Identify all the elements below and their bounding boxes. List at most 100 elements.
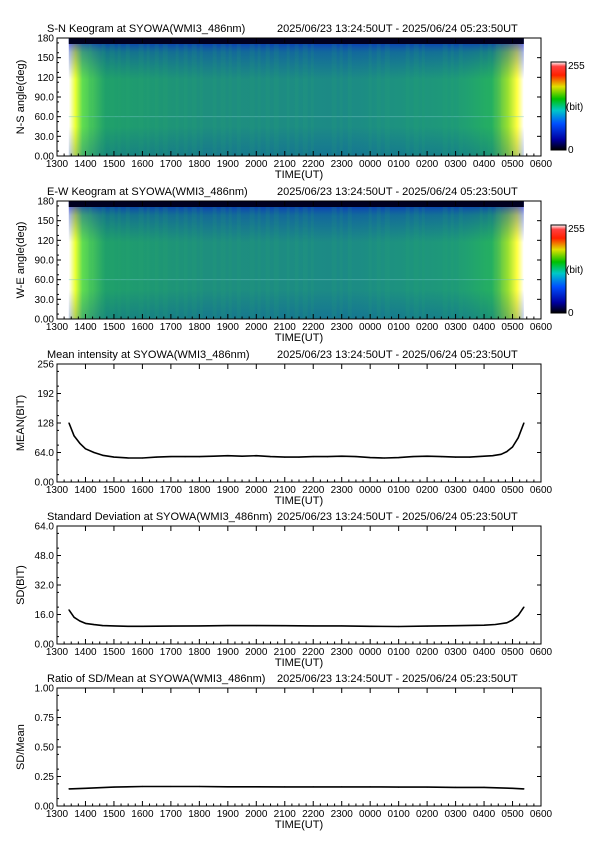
y-tick-label: 192	[37, 389, 54, 400]
x-axis-label: TIME(UT)	[275, 332, 323, 344]
x-tick-label: 1700	[160, 809, 183, 820]
keogram-streak	[249, 207, 255, 319]
keogram-streak	[286, 207, 290, 319]
data-point	[284, 786, 286, 788]
keogram-streak	[249, 44, 255, 156]
keogram-streak	[175, 44, 179, 156]
x-tick-label: 1300	[46, 809, 69, 820]
y-tick-label: 64.0	[35, 448, 55, 459]
x-tick-label: 1800	[188, 647, 211, 658]
colorbar-min-label: 0	[568, 145, 574, 156]
plot-frame	[56, 687, 542, 807]
y-tick-label: 256	[37, 360, 54, 371]
x-tick-label: 0000	[359, 647, 382, 658]
keogram-streak	[368, 44, 372, 156]
y-tick-label: 150	[37, 53, 54, 64]
x-tick-label: 0600	[530, 647, 553, 658]
x-tick-label: 1400	[74, 647, 97, 658]
x-tick-label: 1600	[131, 809, 154, 820]
x-tick-label: 0000	[359, 322, 382, 333]
keogram-streak	[191, 44, 197, 156]
data-point	[483, 786, 485, 788]
data-point	[68, 609, 70, 611]
data-point	[492, 455, 494, 457]
y-tick-label: 120	[37, 236, 54, 247]
x-tick-label: 0200	[416, 322, 439, 333]
keogram-streak	[294, 44, 299, 156]
keogram-streak	[339, 207, 343, 319]
keogram-streak	[421, 207, 425, 319]
keogram-streak	[450, 44, 454, 156]
data-point	[68, 422, 70, 424]
x-tick-label: 1600	[131, 485, 154, 496]
data-point	[369, 456, 371, 459]
keogram-streak	[154, 44, 159, 156]
data-point	[170, 785, 172, 788]
keogram-streak	[212, 207, 217, 319]
data-point	[113, 625, 115, 627]
keogram-streak	[199, 44, 203, 156]
x-tick-label: 2200	[302, 485, 325, 496]
data-point	[101, 624, 104, 627]
data-point	[284, 456, 286, 458]
x-tick-label: 0300	[444, 809, 467, 820]
x-tick-label: 2100	[274, 809, 297, 820]
keogram-streak	[146, 207, 150, 319]
data-point	[494, 623, 497, 626]
keogram-top-band	[68, 201, 524, 207]
data-point	[73, 616, 75, 618]
data-point	[73, 435, 75, 437]
x-tick-label: 1500	[103, 485, 126, 496]
data-point	[84, 787, 87, 789]
keogram-streak	[257, 207, 261, 319]
y-tick-label: 1.00	[35, 684, 55, 695]
keogram-streak	[125, 207, 130, 319]
y-axis-label: SD/Mean	[15, 724, 27, 770]
data-point	[184, 456, 186, 458]
data-point	[506, 450, 508, 453]
x-tick-label: 1500	[103, 159, 126, 170]
data-point	[312, 625, 314, 627]
keogram-streak	[175, 207, 179, 319]
keogram-streak	[405, 207, 410, 319]
x-tick-label: 2000	[245, 647, 268, 658]
colorbar-max-label: 255	[568, 61, 585, 72]
x-tick-label: 1400	[74, 809, 97, 820]
data-point	[141, 457, 144, 459]
y-axis-label: N-S angle(deg)	[15, 60, 27, 135]
keogram-streak	[479, 207, 483, 319]
y-tick-label: 120	[37, 73, 54, 84]
data-point	[383, 457, 386, 459]
y-tick-label: 150	[37, 216, 54, 227]
keogram-streak	[162, 44, 168, 156]
x-tick-label: 0100	[388, 322, 411, 333]
keogram-streak	[413, 44, 419, 156]
panel-title: Standard Deviation at SYOWA(WMI3_486nm)	[47, 511, 272, 523]
x-tick-label: 0500	[501, 322, 524, 333]
x-tick-label: 0200	[416, 647, 439, 658]
x-tick-label: 1900	[217, 159, 240, 170]
data-point	[483, 624, 485, 626]
keogram-streak	[138, 44, 144, 156]
x-tick-label: 2300	[331, 809, 354, 820]
x-tick-label: 1700	[160, 647, 183, 658]
keogram-streak	[138, 207, 144, 319]
x-axis-label: TIME(UT)	[275, 169, 323, 181]
y-tick-label: 180	[37, 197, 54, 208]
x-tick-label: 1700	[160, 322, 183, 333]
x-tick-label: 0300	[444, 322, 467, 333]
data-point	[398, 786, 400, 788]
keogram-streak	[183, 44, 188, 156]
y-tick-label: 0.00	[35, 802, 55, 813]
data-point	[398, 625, 400, 628]
keogram-streak	[117, 207, 121, 319]
data-point	[113, 456, 115, 458]
keogram-streak	[294, 207, 299, 319]
panel-period: 2025/06/23 13:24:50UT - 2025/06/24 05:23…	[277, 349, 518, 361]
x-tick-label: 1400	[74, 159, 97, 170]
x-tick-label: 2100	[274, 647, 297, 658]
x-tick-label: 2000	[245, 485, 268, 496]
x-tick-label: 1900	[217, 322, 240, 333]
panel-period: 2025/06/23 13:24:50UT - 2025/06/24 05:23…	[277, 186, 518, 198]
